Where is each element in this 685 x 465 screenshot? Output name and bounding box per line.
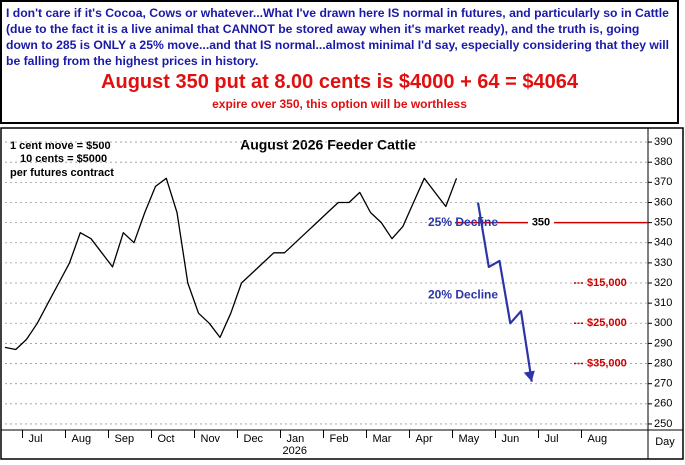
x-tick-label: Aug	[72, 433, 92, 445]
y-tick-label: 270	[654, 378, 672, 390]
chart-frame	[0, 127, 684, 460]
y-tick-label: 380	[654, 156, 672, 168]
y-tick-label: 310	[654, 297, 672, 309]
x-tick-label: Jun	[502, 433, 520, 445]
y-tick-label: 350	[654, 217, 672, 229]
x-tick-label: Oct	[158, 433, 175, 445]
x-tick-label: May	[459, 433, 480, 445]
y-tick-label: 340	[654, 237, 672, 249]
subline: expire over 350, this option will be wor…	[212, 97, 467, 111]
x-tick-label: Apr	[416, 433, 433, 445]
decline-label: 25% Decline	[428, 215, 498, 229]
headline: August 350 put at 8.00 cents is $4000 + …	[101, 71, 578, 93]
reference-label: 350	[532, 217, 550, 229]
series-line	[476, 202, 533, 382]
y-tick-label: 300	[654, 317, 672, 329]
arrow-head	[523, 370, 535, 382]
x-unit-label: Day	[655, 436, 675, 448]
x-tick-label: Jul	[545, 433, 559, 445]
series-line	[4, 177, 458, 351]
level-label: $15,000	[587, 277, 627, 289]
y-tick-label: 330	[654, 257, 672, 269]
info: per futures contract	[10, 167, 114, 179]
x-tick-label: Dec	[244, 433, 264, 445]
x-tick-label: Aug	[588, 433, 608, 445]
x-tick-label: Jul	[29, 433, 43, 445]
y-tick-label: 280	[654, 357, 672, 369]
y-tick-label: 390	[654, 136, 672, 148]
x-tick-label: Jan	[287, 433, 305, 445]
commentary: I don't care if it's Cocoa, Cows or what…	[6, 6, 670, 68]
y-tick-label: 360	[654, 196, 672, 208]
info: 10 cents = $5000	[20, 153, 107, 165]
reference-label-bg	[528, 215, 554, 230]
y-tick-label: 260	[654, 398, 672, 410]
y-tick-label: 290	[654, 337, 672, 349]
x-tick-label: Nov	[201, 433, 221, 445]
x-tick-label: Sep	[115, 433, 135, 445]
x-tick-label: Mar	[373, 433, 392, 445]
decline-label: 20% Decline	[428, 287, 498, 301]
x-tick-label: Feb	[330, 433, 349, 445]
level-label: $25,000	[587, 317, 627, 329]
commentary-box: I don't care if it's Cocoa, Cows or what…	[0, 0, 679, 124]
year-label: 2026	[283, 445, 307, 457]
info: 1 cent move = $500	[10, 140, 111, 152]
y-tick-label: 250	[654, 418, 672, 430]
level-label: $35,000	[587, 357, 627, 369]
chart-title: August 2026 Feeder Cattle	[240, 137, 416, 153]
y-tick-label: 320	[654, 277, 672, 289]
y-tick-label: 370	[654, 176, 672, 188]
